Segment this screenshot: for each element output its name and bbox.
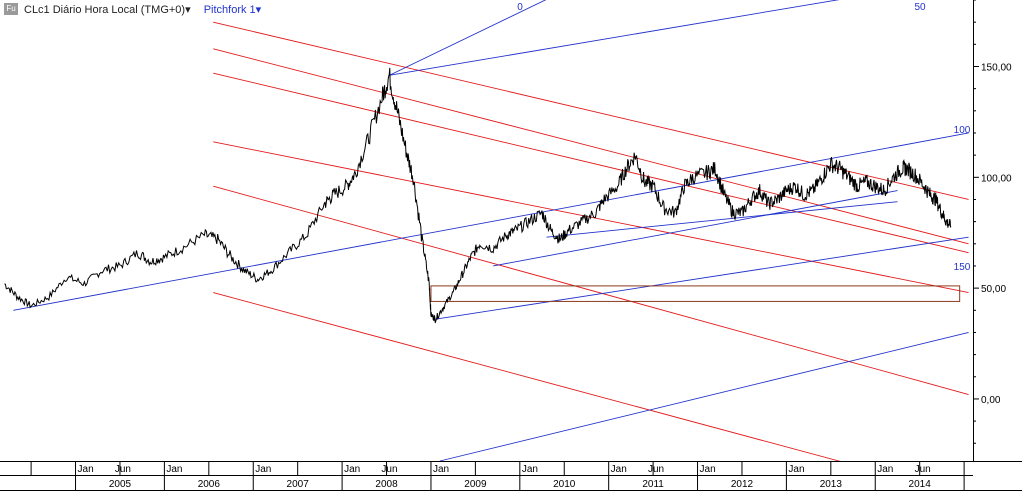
pitchfork-level-0 (389, 0, 547, 76)
pitchfork-level-labels: 0 50 100 150 (517, 2, 971, 273)
support-rectangle (430, 285, 961, 302)
x-month-label: Jan (877, 464, 893, 475)
x-month-label: Jan (611, 464, 627, 475)
pitchfork-level-base (439, 332, 969, 462)
x-year-label: 2007 (287, 479, 310, 490)
pitchfork-tool-label[interactable]: Pitchfork 1 (203, 4, 256, 16)
channel-line-5 (213, 185, 969, 395)
x-month-label: Jun (648, 464, 664, 475)
x-month-label: Jun (115, 464, 131, 475)
price-series (4, 67, 952, 324)
price-axis: 150,00 100,00 50,00 0,00 (973, 0, 1012, 461)
x-month-label: Jan (522, 464, 538, 475)
channel-line-2 (213, 48, 969, 245)
x-month-label: Jun (915, 464, 931, 475)
support-box (430, 285, 961, 302)
y-tick-label: 50,00 (981, 284, 1006, 295)
x-month-label: Jan (700, 464, 716, 475)
time-axis: Jan Jun Jan Jan Jan Jun Jan Jan Jan Jun Jan Jan Jan J… (0, 461, 1022, 491)
pitchfork-level-50 (389, 0, 840, 76)
trendline-2 (546, 201, 898, 238)
y-tick-label: 100,00 (981, 173, 1012, 184)
x-year-label: 2005 (109, 479, 132, 490)
x-month-label: Jan (255, 464, 271, 475)
x-month-label: Jan (788, 464, 804, 475)
x-year-label: 2013 (820, 479, 843, 490)
pitchfork-lines (13, 0, 969, 462)
x-year-label: 2014 (909, 479, 932, 490)
level-label-50: 50 (914, 2, 926, 13)
x-month-label: Jan (344, 464, 360, 475)
x-year-label: 2008 (375, 479, 398, 490)
symbol-title[interactable]: CLc1 Diário Hora Local (TMG+0) (24, 4, 186, 16)
x-year-label: 2011 (642, 479, 664, 490)
chart-header: Fu CLc1 Diário Hora Local (TMG+0)▾ Pitch… (4, 3, 262, 16)
channel-line-6 (213, 292, 938, 489)
x-month-label: Jan (78, 464, 94, 475)
x-month-label: Jan (166, 464, 182, 475)
x-year-label: 2012 (731, 479, 754, 490)
trendline-1 (493, 190, 898, 267)
pitchfork-dropdown-icon[interactable]: ▾ (255, 4, 262, 16)
pitchfork-level-100 (13, 132, 969, 311)
y-tick-label: 0,00 (981, 395, 1001, 406)
x-month-label: Jan (433, 464, 449, 475)
level-label-100: 100 (954, 125, 971, 136)
x-year-label: 2009 (464, 479, 487, 490)
level-label-0: 0 (517, 2, 523, 13)
y-tick-label: 150,00 (981, 62, 1012, 73)
level-label-150: 150 (954, 262, 971, 273)
channel-line-3 (213, 72, 969, 254)
x-month-label: Jun (381, 464, 397, 475)
fu-badge[interactable]: Fu (4, 3, 18, 15)
symbol-dropdown-icon[interactable]: ▾ (185, 4, 191, 16)
pitchfork-level-150 (435, 236, 969, 320)
x-year-label: 2010 (553, 479, 576, 490)
price-line (4, 67, 952, 324)
x-year-label: 2006 (198, 479, 221, 490)
